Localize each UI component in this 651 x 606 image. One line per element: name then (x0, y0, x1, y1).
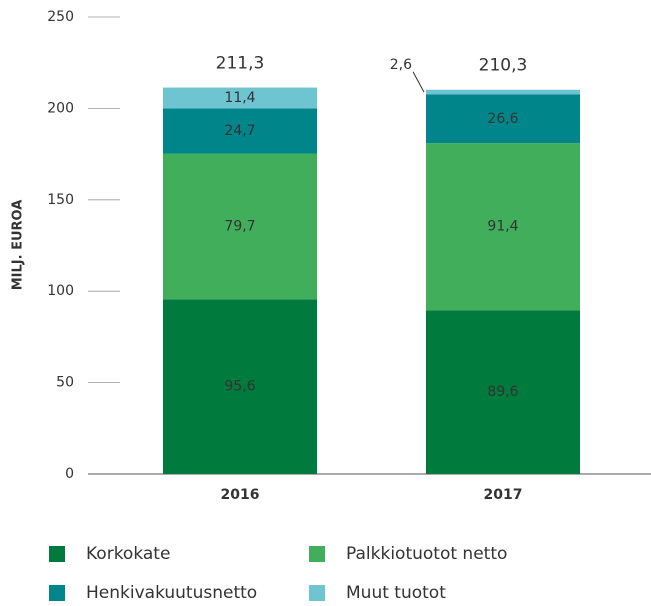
y-tick-label: 250 (47, 9, 74, 25)
value-label: 89,6 (487, 384, 518, 400)
legend-swatch (309, 546, 325, 562)
legend-label: Muut tuotot (346, 583, 446, 603)
legend-label: Henkivakuutusnetto (86, 583, 257, 603)
bar-segment (163, 299, 317, 474)
value-label: 95,6 (224, 379, 255, 395)
y-tick-label: 150 (47, 192, 74, 208)
bar-segment (163, 87, 317, 109)
total-label: 210,3 (479, 56, 528, 76)
value-label: 26,6 (487, 111, 518, 127)
y-axis-label: MILJ. EUROA (11, 200, 26, 291)
legend-swatch (49, 585, 65, 601)
x-tick-label: 2017 (484, 487, 523, 503)
bar-segment (163, 108, 317, 154)
y-tick-label: 200 (47, 100, 74, 116)
y-tick-label: 0 (65, 466, 74, 482)
total-label: 211,3 (216, 54, 265, 74)
bar-segment (426, 89, 580, 95)
bar-segment (426, 143, 580, 311)
x-tick-label: 2016 (221, 487, 260, 503)
value-label: 11,4 (224, 90, 255, 106)
value-label: 2,6 (390, 57, 412, 73)
leader-line (412, 71, 425, 93)
value-label: 79,7 (224, 218, 255, 234)
value-label: 91,4 (487, 219, 518, 235)
legend-swatch (49, 546, 65, 562)
bar-segment (426, 310, 580, 474)
bar-segment (163, 153, 317, 300)
value-label: 24,7 (224, 123, 255, 139)
legend-label: Palkkiotuotot netto (346, 544, 507, 564)
legend-label: Korkokate (86, 544, 170, 564)
y-tick-label: 100 (47, 283, 74, 299)
bar-segment (426, 94, 580, 144)
legend-swatch (309, 585, 325, 601)
y-tick-label: 50 (56, 375, 74, 391)
